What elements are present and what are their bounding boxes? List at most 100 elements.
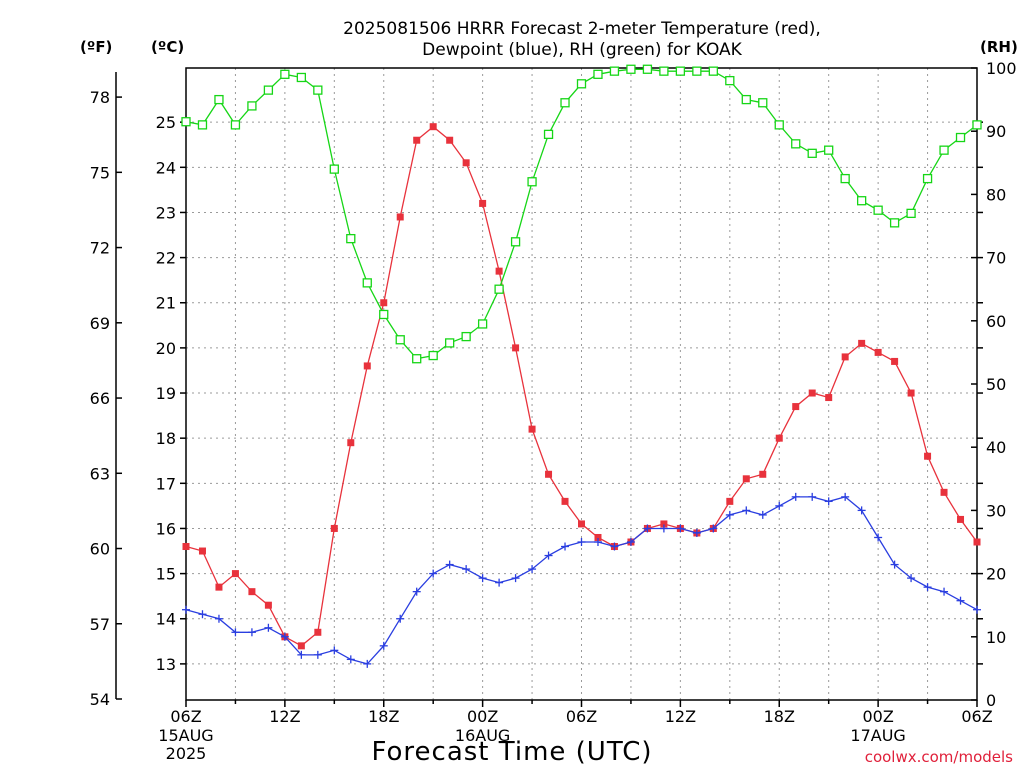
dewpoint-point: [577, 538, 586, 546]
dewpoint-point: [182, 605, 190, 614]
x-date-label: 15AUG: [158, 726, 213, 745]
rh-point: [527, 177, 537, 187]
dewpoint-point: [511, 574, 520, 583]
celsius-tick-label: 17: [156, 474, 176, 493]
fahrenheit-tick-label: 66: [90, 389, 110, 408]
celsius-tick-label: 22: [156, 249, 176, 268]
x-tick-label: 06Z: [961, 707, 992, 726]
rh-point: [560, 98, 570, 108]
fahrenheit-tick-label: 60: [90, 540, 110, 559]
celsius-unit-label: (ºC): [151, 38, 184, 56]
temperature-point: [264, 601, 272, 609]
fahrenheit-tick-label: 63: [90, 464, 110, 483]
rh-point: [791, 139, 801, 149]
rh-point: [230, 120, 241, 130]
rh-point: [774, 120, 784, 130]
rh-tick-label: 100: [986, 59, 1017, 78]
temperature-point: [726, 497, 734, 505]
temperature-point: [808, 389, 816, 397]
dewpoint-point: [214, 614, 223, 623]
temperature-point: [231, 570, 239, 578]
dewpoint-point: [923, 583, 932, 592]
dewpoint-point: [907, 574, 916, 583]
x-axis-label: Forecast Time (UTC): [371, 737, 652, 767]
rh-point: [181, 117, 191, 127]
x-tick-label: 06Z: [170, 707, 201, 726]
x-tick-label: 12Z: [665, 707, 696, 726]
x-date-label: 17AUG: [850, 726, 905, 745]
x-year-label: 2025: [166, 744, 207, 763]
temperature-point: [973, 538, 981, 546]
dewpoint-point: [330, 646, 339, 655]
rh-point: [576, 79, 587, 89]
fahrenheit-tick-label: 69: [90, 314, 110, 333]
rh-tick-label: 10: [986, 628, 1006, 647]
axes: 13 14 15 16 17 18 19 20 21 22 23 24 25 54 57 60 63 66 69 72…: [90, 59, 1017, 763]
temperature-point: [561, 497, 569, 505]
rh-point: [362, 278, 372, 288]
rh-tick-label: 0: [986, 691, 996, 710]
dewpoint-point: [544, 551, 553, 560]
fahrenheit-unit-label: (ºF): [80, 38, 112, 56]
temperature-point: [660, 520, 668, 528]
temperature-point: [594, 533, 602, 541]
temperature-point: [891, 357, 899, 365]
dewpoint-point: [725, 510, 734, 519]
dewpoint-point: [462, 565, 471, 574]
temperature-point: [248, 588, 256, 596]
fahrenheit-tick-label: 54: [90, 690, 110, 709]
temperature-point: [297, 642, 305, 650]
temperature-point: [347, 439, 355, 447]
rh-point: [873, 205, 883, 215]
chart-title: 2025081506 HRRR Forecast 2-meter Tempera…: [343, 19, 821, 39]
dewpoint-point: [396, 614, 405, 623]
temperature-point: [446, 136, 454, 144]
dewpoint-point: [478, 574, 487, 583]
dewpoint-point: [841, 492, 850, 501]
temperature-point: [742, 475, 750, 483]
temperature-point: [462, 159, 470, 167]
rh-point: [296, 72, 307, 83]
temperature-point: [759, 470, 767, 478]
rh-point: [939, 145, 949, 155]
dewpoint-point: [890, 560, 899, 569]
temperature-point: [413, 136, 421, 144]
dewpoint-point: [676, 524, 685, 533]
temperature-point: [841, 353, 849, 361]
rh-point: [889, 218, 900, 228]
dewpoint-point: [363, 659, 372, 668]
series-layer: [181, 64, 982, 668]
celsius-tick-label: 14: [156, 610, 176, 629]
celsius-tick-label: 13: [156, 655, 176, 674]
temperature-point: [479, 199, 487, 207]
dewpoint-point: [742, 506, 751, 515]
temperature-point: [495, 267, 503, 275]
temperature-point: [314, 628, 322, 636]
dewpoint-point: [561, 542, 570, 551]
rh-point: [510, 237, 521, 247]
rh-point: [824, 145, 834, 155]
dewpoint-point: [247, 628, 256, 637]
rh-point: [955, 132, 966, 143]
rh-tick-label: 50: [986, 375, 1006, 394]
rh-point: [741, 94, 751, 105]
dewpoint-point: [379, 641, 388, 650]
dewpoint-point: [874, 533, 883, 542]
rh-point: [725, 75, 735, 86]
rh-point: [247, 101, 257, 111]
rh-point: [214, 94, 224, 105]
x-tick-label: 12Z: [269, 707, 300, 726]
celsius-tick-label: 23: [156, 203, 176, 222]
dewpoint-point: [857, 506, 866, 515]
rh-point: [659, 66, 669, 76]
temperature-point: [924, 452, 932, 460]
x-tick-label: 18Z: [368, 707, 399, 726]
celsius-tick-label: 25: [156, 113, 176, 132]
dewpoint-point: [313, 650, 322, 659]
dewpoint-point: [758, 510, 767, 519]
celsius-tick-label: 20: [156, 339, 176, 358]
dewpoint-series: [182, 492, 981, 668]
rh-tick-label: 40: [986, 438, 1006, 457]
rh-point: [856, 196, 867, 206]
